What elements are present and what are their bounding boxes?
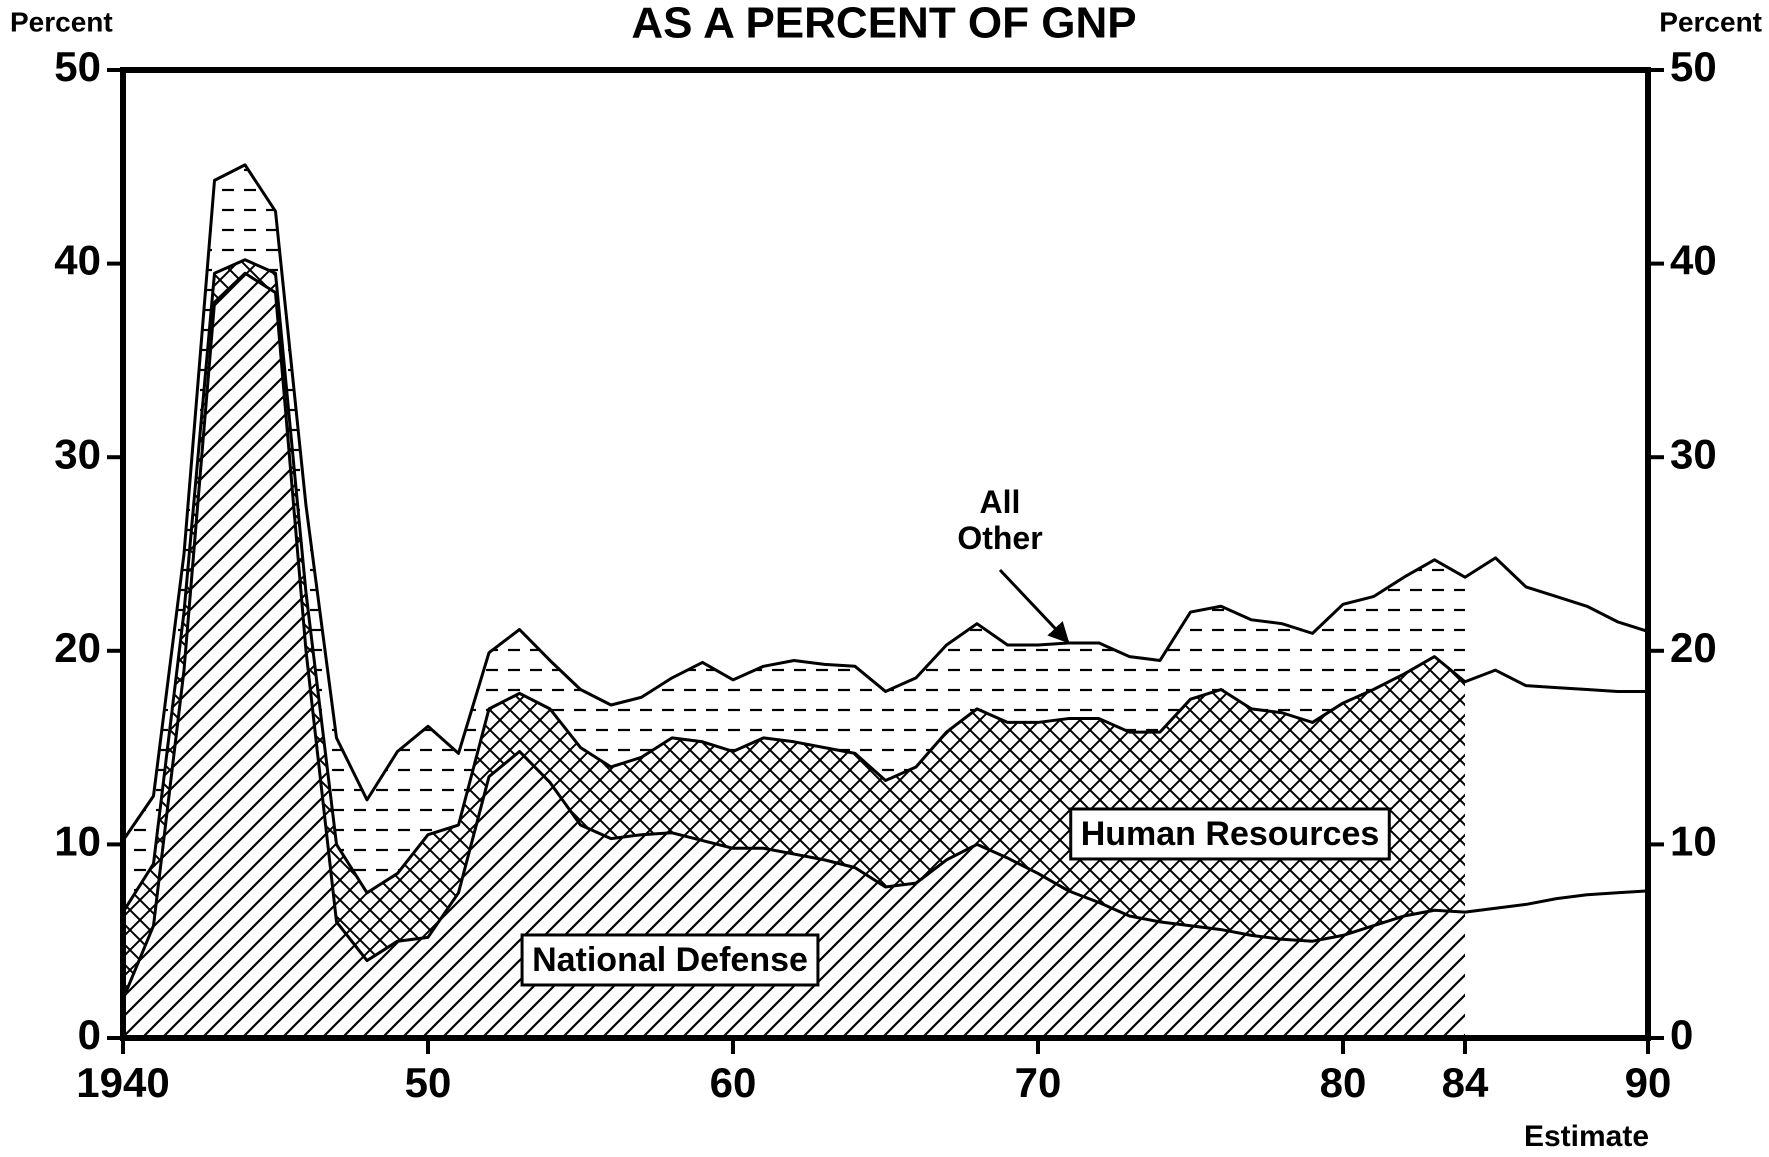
all-other-label: All Other — [957, 484, 1043, 556]
series-label: Human Resources — [1081, 815, 1380, 853]
x-tick-label: 84 — [1442, 1059, 1489, 1106]
chart-title: AS A PERCENT OF GNP — [631, 0, 1136, 48]
plot-frame — [120, 67, 1651, 1041]
x-note: Estimate — [1524, 1120, 1649, 1153]
y2-tick-label: 0 — [1670, 1011, 1693, 1058]
label-box — [1069, 807, 1391, 861]
series-line — [121, 271, 1649, 1000]
series-label: National Defense — [532, 941, 808, 979]
x-tick-label: 80 — [1320, 1059, 1367, 1106]
area — [123, 164, 1465, 913]
x-tick-label: 70 — [1015, 1059, 1062, 1106]
annotation-arrow — [998, 568, 1070, 644]
y-axis-label: Percent — [10, 6, 113, 37]
y-tick-label: 50 — [54, 43, 101, 90]
x-tick-label: 90 — [1625, 1059, 1672, 1106]
series-label-group: National Defense — [520, 933, 820, 987]
series-line — [121, 163, 1649, 842]
y2-axis-label: Percent — [1659, 6, 1762, 37]
y-tick-label: 10 — [54, 817, 101, 864]
y-tick-label: 30 — [54, 430, 101, 477]
series-line — [121, 258, 1648, 913]
y2-tick-label: 30 — [1670, 430, 1717, 477]
label-box — [520, 933, 820, 987]
x-tick-label: 50 — [405, 1059, 452, 1106]
x-tick-label: 60 — [710, 1059, 757, 1106]
x-tick-label: 1940 — [76, 1059, 169, 1106]
y-tick-label: 40 — [54, 237, 101, 284]
y2-tick-label: 10 — [1670, 817, 1717, 864]
y2-tick-label: 40 — [1670, 237, 1717, 284]
series-label-group: Human Resources — [1069, 807, 1391, 861]
y2-tick-label: 50 — [1670, 43, 1717, 90]
area — [123, 273, 1465, 1038]
y-tick-label: 20 — [54, 624, 101, 671]
y2-tick-label: 20 — [1670, 624, 1717, 671]
y-tick-label: 0 — [78, 1011, 101, 1058]
